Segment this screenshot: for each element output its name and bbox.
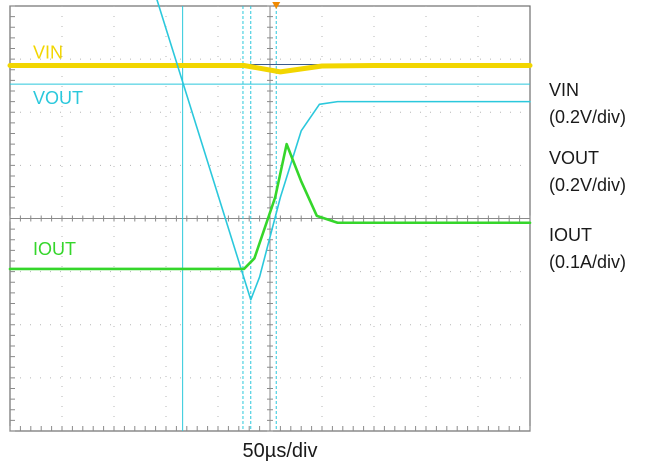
graticule [9,5,531,432]
iout-scale-label: IOUT (0.1A/div) [549,222,626,276]
vin-scale-label: VIN (0.2V/div) [549,77,626,131]
vin-name: VIN [549,80,580,100]
channel-markers: VIN VOUT IOUT [33,2,281,259]
trace-vin [7,63,533,75]
traces [7,0,533,301]
vout-name: VOUT [549,148,600,168]
trigger-marker-icon [272,2,281,9]
vout-scale-label: VOUT (0.2V/div) [549,145,626,199]
timebase-label: 50µs/div [242,440,318,462]
marker-iout: IOUT [33,239,76,259]
trace-vout [156,0,531,301]
iout-name: IOUT [549,225,592,245]
vout-scale: (0.2V/div) [549,175,627,195]
trace-iout [8,142,532,271]
marker-vout: VOUT [33,88,83,108]
marker-vin: VIN [33,43,63,63]
iout-scale: (0.1A/div) [549,252,627,272]
vin-scale: (0.2V/div) [549,107,627,127]
